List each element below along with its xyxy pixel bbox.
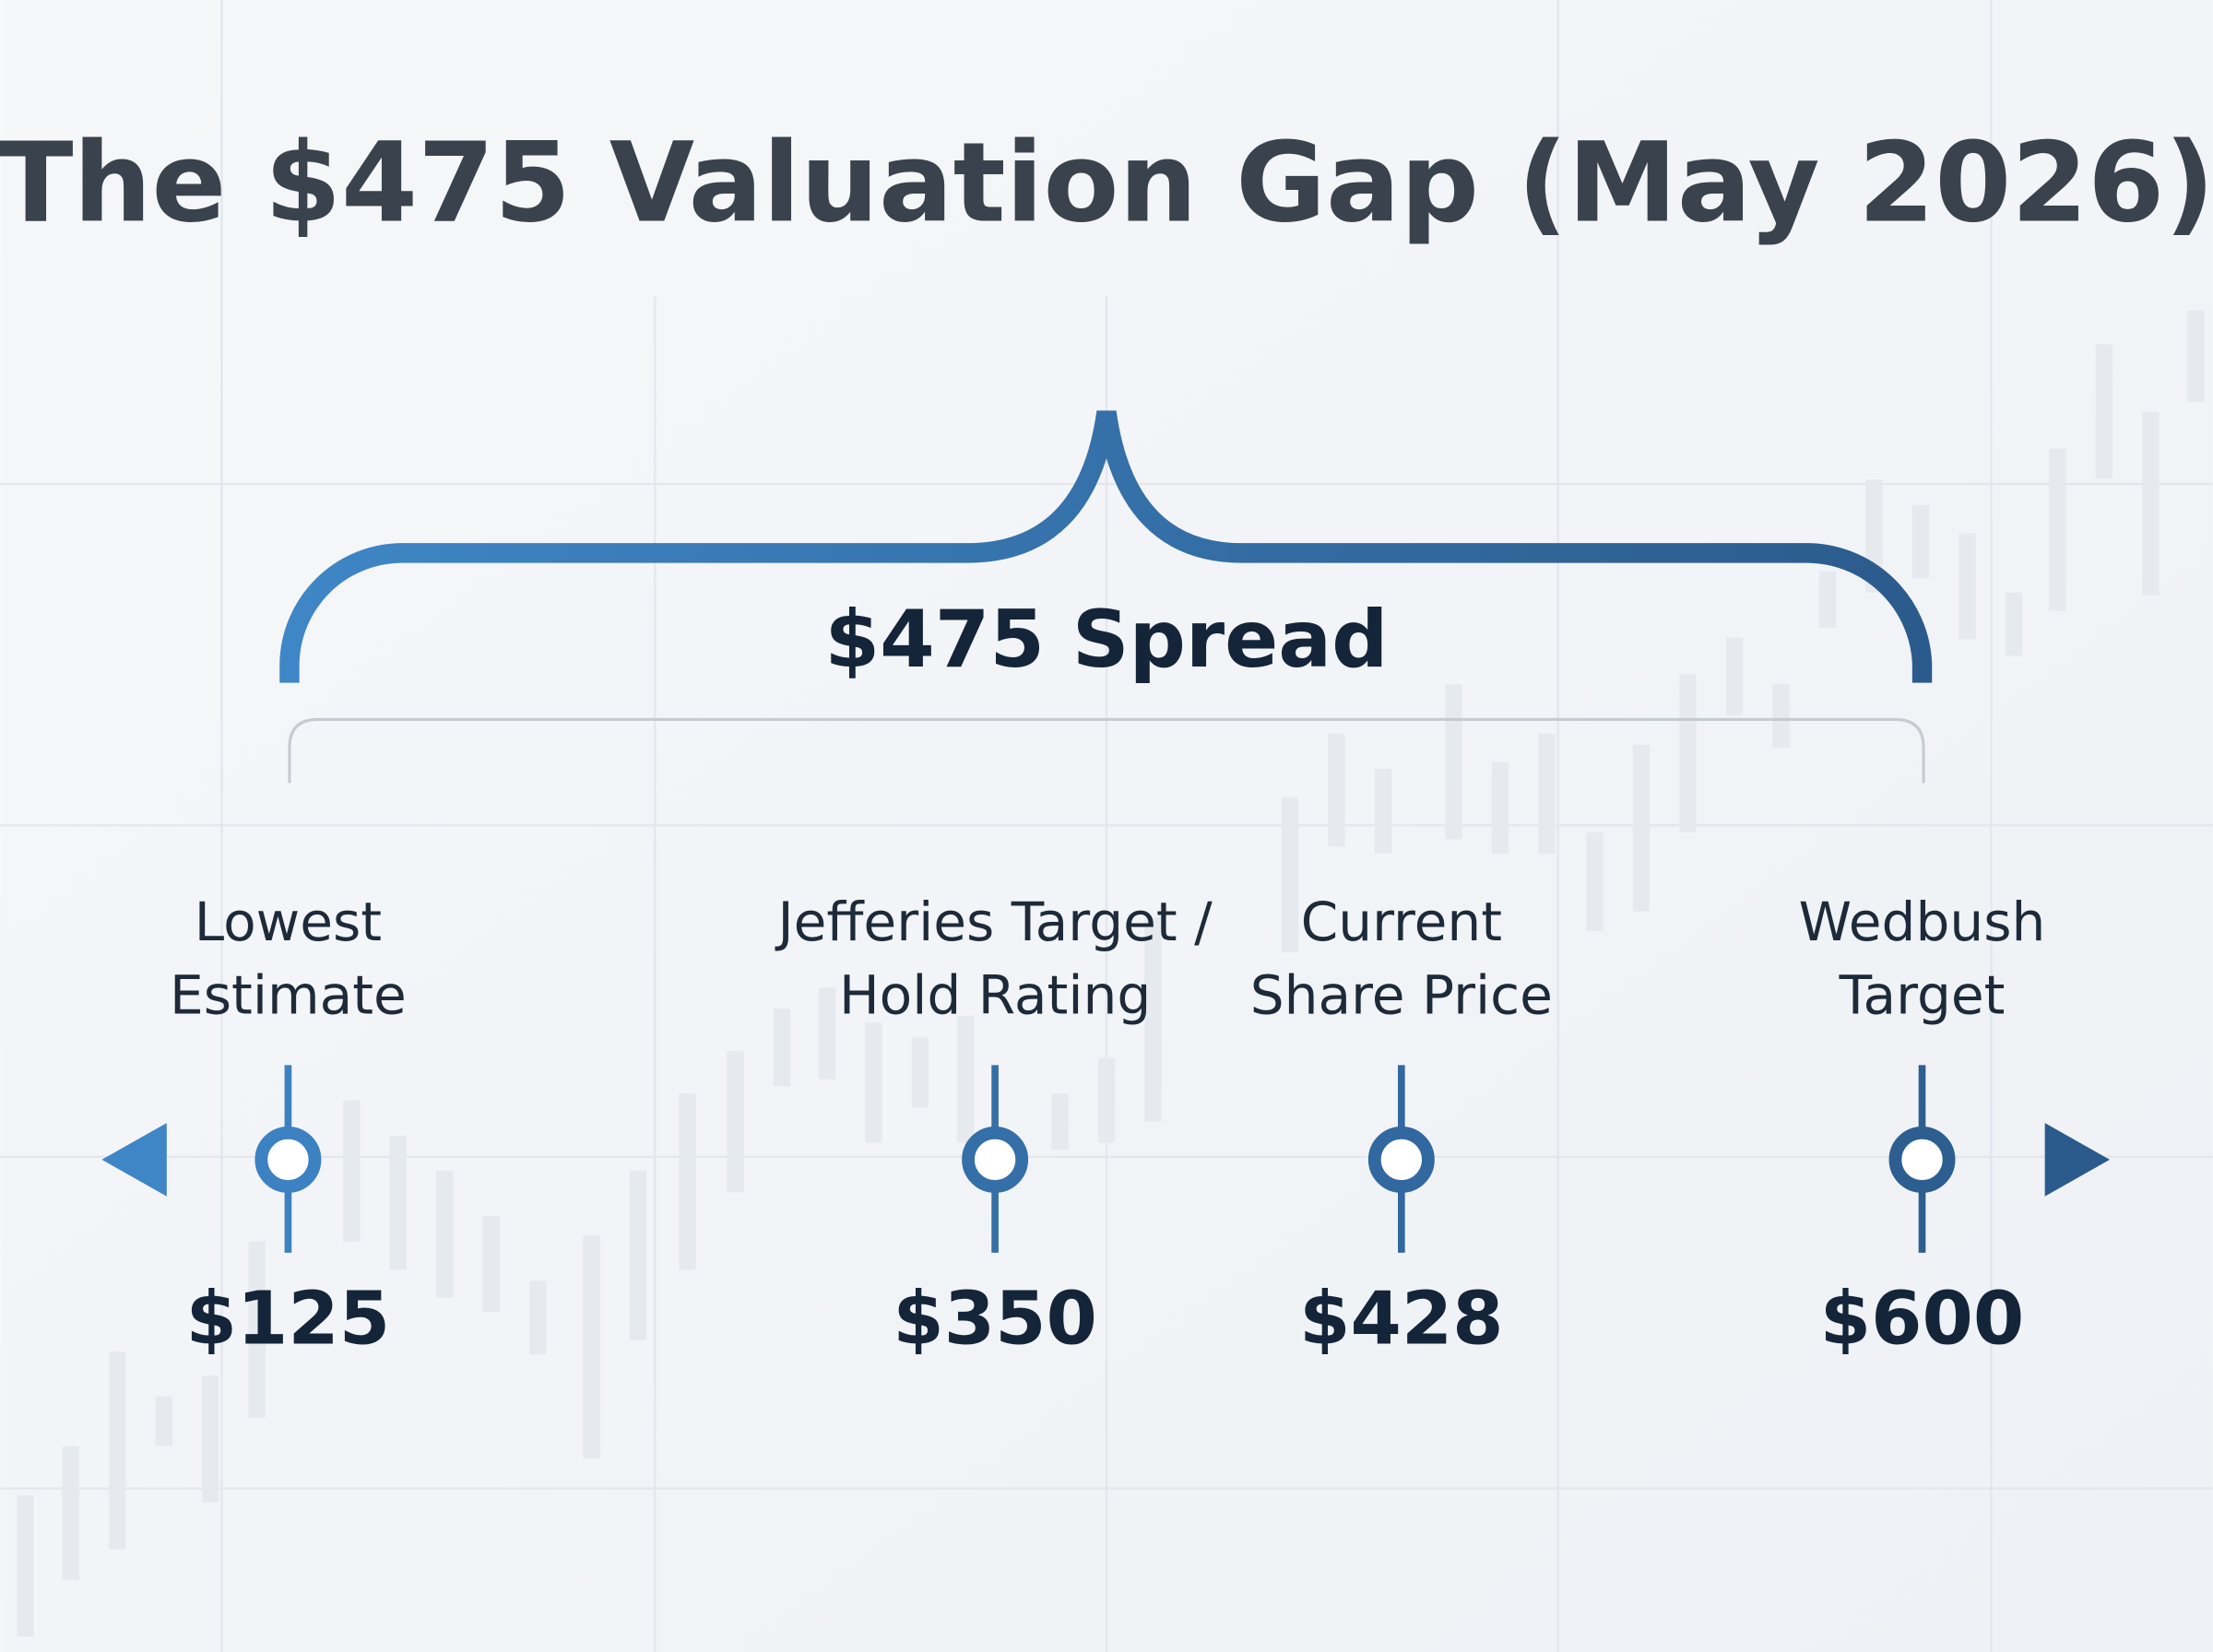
point-label: Wedbush (1799, 891, 2046, 953)
point-label: Hold Rating (839, 964, 1151, 1027)
point-marker (254, 1126, 322, 1193)
point-value: $125 (186, 1275, 390, 1361)
point-marker (1888, 1126, 1956, 1193)
point-label: Target (1839, 964, 2006, 1027)
point-label: Lowest (195, 891, 382, 953)
point-marker (1367, 1126, 1435, 1193)
point-value: $428 (1299, 1275, 1503, 1361)
range-bracket (288, 717, 1925, 784)
background-candles (17, 310, 2205, 1637)
point-label: Share Price (1250, 964, 1553, 1027)
points: Lowest Estimate $125 Jefferies Target / Hold… (170, 891, 2045, 1361)
point-value: $350 (893, 1275, 1096, 1361)
point-label: Estimate (170, 964, 407, 1027)
axis (101, 1123, 2111, 1197)
point-label: Jefferies Target / (774, 891, 1213, 953)
point-value: $600 (1820, 1275, 2024, 1361)
point-marker (962, 1126, 1029, 1193)
spread-label: $475 Spread (825, 594, 1389, 686)
spread-brace (279, 410, 1933, 683)
point-label: Current (1301, 891, 1502, 953)
title: The $475 Valuation Gap (May 2026) (0, 119, 2213, 247)
